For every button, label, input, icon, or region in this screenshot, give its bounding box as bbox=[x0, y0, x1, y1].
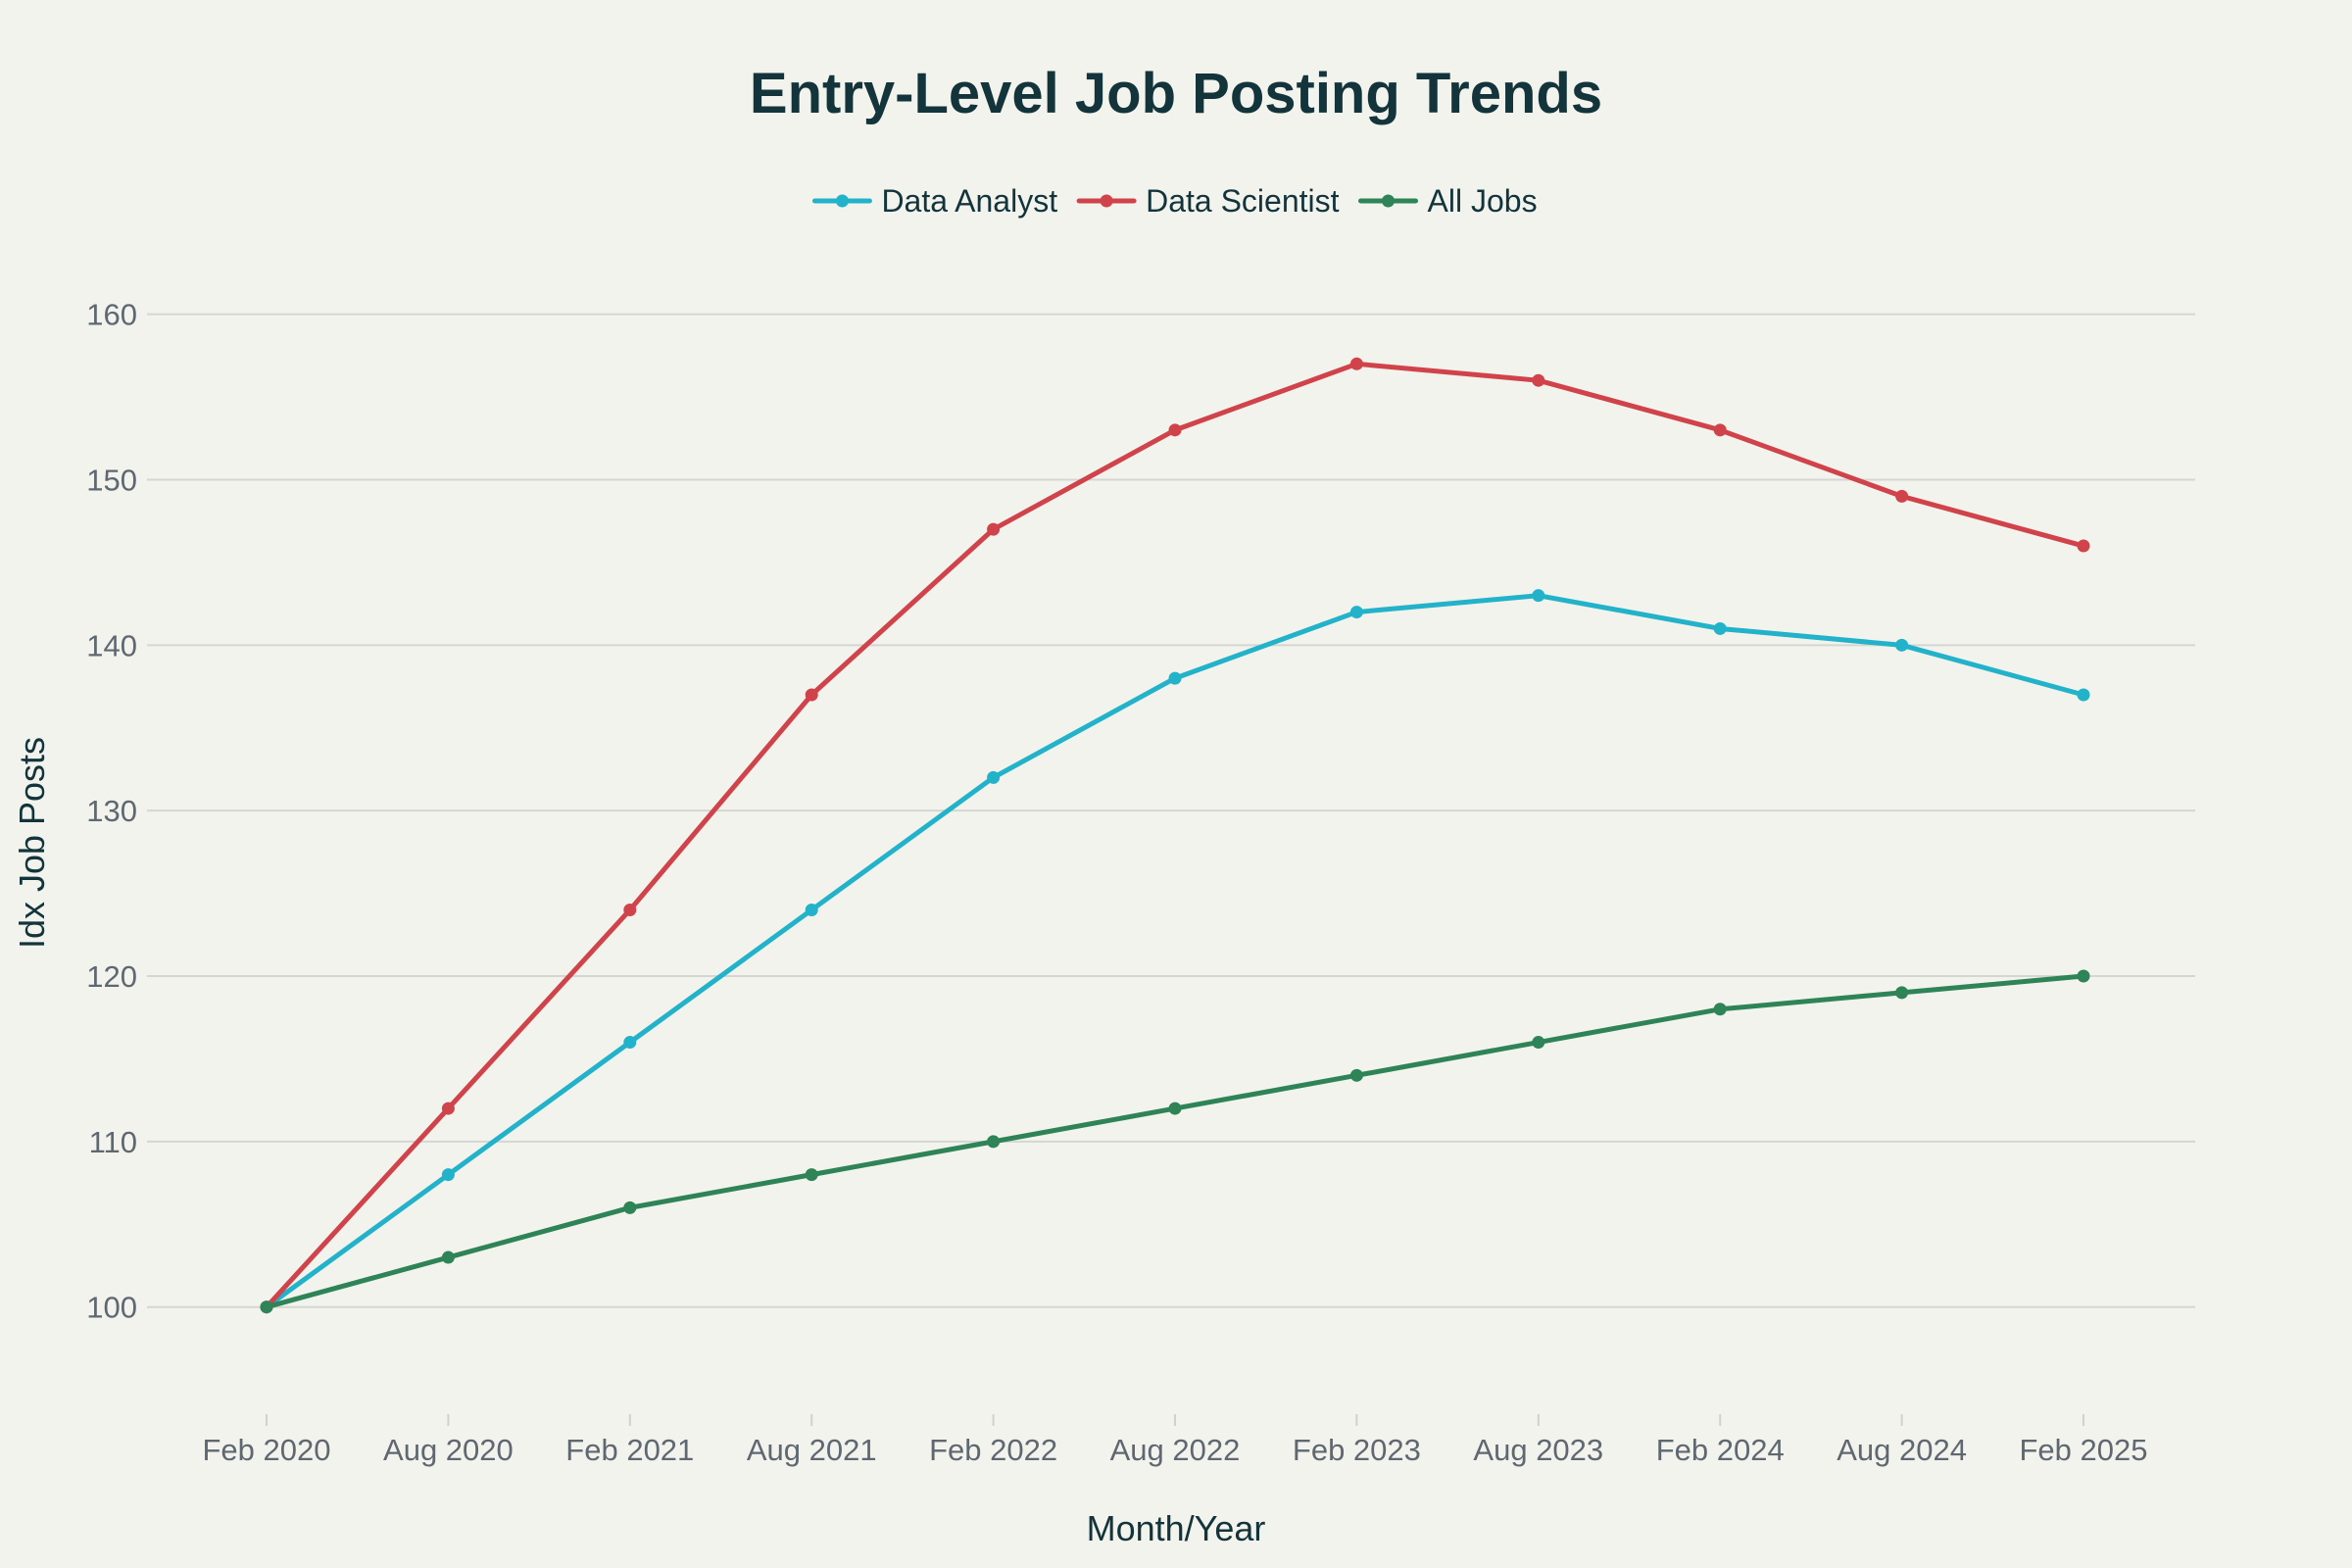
legend-marker-2 bbox=[1382, 194, 1396, 208]
data-point-2-9 bbox=[1895, 986, 1909, 1000]
data-point-1-1 bbox=[441, 1102, 455, 1115]
data-point-1-9 bbox=[1895, 489, 1909, 503]
y-tick-label-150: 150 bbox=[86, 463, 137, 497]
data-point-2-4 bbox=[987, 1135, 1001, 1149]
legend-label-0: Data Analyst bbox=[881, 183, 1057, 219]
x-tick-label-9: Aug 2024 bbox=[1837, 1433, 1967, 1467]
data-point-2-3 bbox=[805, 1168, 818, 1182]
legend-item-2: All Jobs bbox=[1358, 183, 1538, 219]
y-axis-title: Idx Job Posts bbox=[12, 737, 52, 949]
x-tick-label-3: Aug 2021 bbox=[747, 1433, 877, 1467]
y-tick-label-110: 110 bbox=[89, 1125, 137, 1159]
legend-label-2: All Jobs bbox=[1428, 183, 1538, 219]
data-point-0-9 bbox=[1895, 638, 1909, 652]
data-point-2-5 bbox=[1168, 1102, 1182, 1115]
data-point-2-1 bbox=[441, 1250, 455, 1264]
x-tick-label-7: Aug 2023 bbox=[1473, 1433, 1603, 1467]
x-tick-label-6: Feb 2023 bbox=[1293, 1433, 1421, 1467]
data-point-0-2 bbox=[623, 1036, 637, 1050]
data-point-2-0 bbox=[260, 1300, 273, 1314]
x-tick-label-8: Feb 2024 bbox=[1656, 1433, 1785, 1467]
x-axis-ticks: Feb 2020 Aug 2020 Feb 2021 Aug 2021 Feb 2022… bbox=[203, 1414, 2148, 1467]
data-point-2-10 bbox=[2077, 969, 2090, 983]
x-tick-label-10: Feb 2025 bbox=[2020, 1433, 2148, 1467]
data-point-0-3 bbox=[805, 903, 818, 916]
y-tick-label-160: 160 bbox=[86, 298, 137, 332]
data-point-0-8 bbox=[1713, 621, 1727, 635]
series-lines bbox=[264, 361, 2086, 1310]
y-tick-label-140: 140 bbox=[86, 628, 137, 662]
data-point-1-8 bbox=[1713, 423, 1727, 437]
data-point-1-7 bbox=[1532, 373, 1545, 387]
data-point-0-7 bbox=[1532, 589, 1545, 603]
data-point-0-5 bbox=[1168, 671, 1182, 685]
legend-item-0: Data Analyst bbox=[811, 183, 1057, 219]
data-point-0-1 bbox=[441, 1168, 455, 1182]
legend-marker-1 bbox=[1100, 194, 1113, 208]
legend-item-1: Data Scientist bbox=[1076, 183, 1340, 219]
y-tick-label-100: 100 bbox=[86, 1291, 137, 1325]
legend: Data Analyst Data Scientist All Jobs bbox=[811, 183, 1538, 219]
data-point-1-3 bbox=[805, 688, 818, 702]
x-tick-label-4: Feb 2022 bbox=[929, 1433, 1057, 1467]
x-axis-title: Month/Year bbox=[1087, 1508, 1266, 1548]
x-tick-label-1: Aug 2020 bbox=[383, 1433, 514, 1467]
data-point-1-5 bbox=[1168, 423, 1182, 437]
x-tick-label-0: Feb 2020 bbox=[203, 1433, 331, 1467]
y-tick-label-130: 130 bbox=[86, 794, 137, 828]
series-points bbox=[260, 357, 2090, 1314]
y-axis-ticks: 100 110 120 130 140 150 160 bbox=[86, 298, 137, 1325]
y-tick-label-120: 120 bbox=[86, 959, 137, 994]
x-tick-label-2: Feb 2021 bbox=[565, 1433, 694, 1467]
grid-lines bbox=[147, 313, 2195, 1308]
data-point-0-10 bbox=[2077, 688, 2090, 702]
data-point-0-6 bbox=[1349, 606, 1363, 619]
series-line-1 bbox=[264, 361, 2086, 1310]
x-tick-label-5: Aug 2022 bbox=[1110, 1433, 1241, 1467]
data-point-1-10 bbox=[2077, 539, 2090, 553]
data-point-2-2 bbox=[623, 1200, 637, 1214]
data-point-1-2 bbox=[623, 903, 637, 916]
legend-label-1: Data Scientist bbox=[1146, 183, 1340, 219]
data-point-2-7 bbox=[1532, 1036, 1545, 1050]
chart-title: Entry-Level Job Posting Trends bbox=[750, 62, 1602, 125]
data-point-2-8 bbox=[1713, 1003, 1727, 1016]
data-point-1-4 bbox=[987, 522, 1001, 536]
legend-marker-0 bbox=[835, 194, 849, 208]
data-point-1-6 bbox=[1349, 357, 1363, 370]
data-point-2-6 bbox=[1349, 1068, 1363, 1082]
series-line-0 bbox=[264, 593, 2086, 1310]
data-point-0-4 bbox=[987, 770, 1001, 784]
